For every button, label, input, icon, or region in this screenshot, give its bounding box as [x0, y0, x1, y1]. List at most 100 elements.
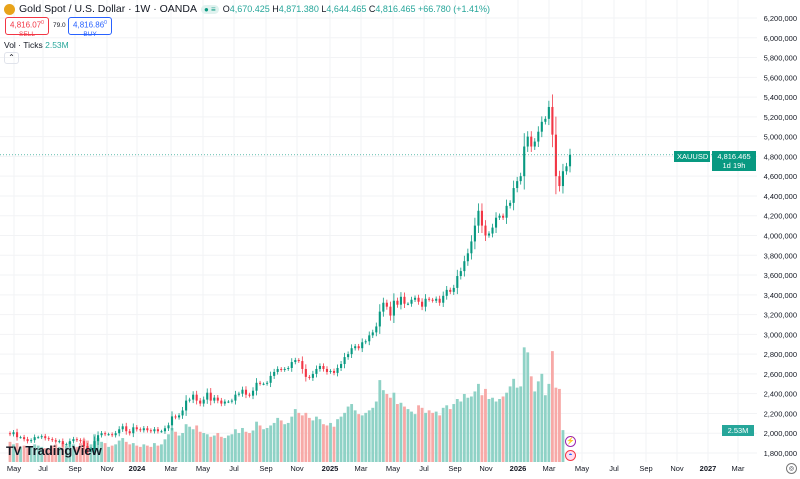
us-flag-event-icon[interactable]: ◓: [565, 450, 576, 461]
volume-bar: [399, 402, 403, 462]
volume-bar: [469, 396, 473, 462]
tradingview-logo[interactable]: TV TradingView: [6, 443, 102, 458]
volume-bar: [364, 412, 368, 462]
volume-bar: [427, 410, 431, 462]
volume-bar: [438, 415, 442, 462]
y-tick-label: 3,800,000: [764, 251, 797, 260]
volume-bar: [29, 446, 33, 462]
candle-body: [283, 368, 286, 370]
candle-body: [79, 440, 82, 442]
volume-bar: [501, 396, 505, 462]
volume-bar: [251, 430, 255, 462]
candle-body: [442, 295, 445, 303]
volume-bar: [279, 420, 283, 462]
candle-body: [142, 428, 145, 431]
volume-bar: [54, 444, 58, 462]
candle-body: [234, 394, 237, 401]
symbol-title[interactable]: Gold Spot / U.S. Dollar · 1W · OANDA: [19, 3, 197, 15]
buy-button[interactable]: 4,816.860 BUY: [68, 17, 112, 38]
volume-bar: [300, 415, 304, 462]
candle-body: [96, 435, 100, 442]
volume-bar: [339, 416, 343, 462]
candle-body: [544, 118, 547, 122]
candle-body: [287, 367, 290, 369]
candle-body: [526, 136, 529, 147]
collapse-legend-button[interactable]: ⌃: [4, 52, 19, 64]
volume-bar: [283, 424, 287, 462]
volume-bar: [311, 420, 315, 462]
volume-bar: [216, 433, 220, 462]
volume-bar: [209, 436, 213, 462]
candle-body: [406, 303, 410, 305]
volume-bar: [43, 448, 47, 462]
volume-bar: [406, 409, 410, 462]
y-tick-label: 3,200,000: [764, 311, 797, 320]
market-status-icon[interactable]: ● ≡: [200, 4, 219, 14]
volume-bar: [466, 397, 470, 462]
volume-bar: [543, 395, 547, 462]
candle-body: [304, 368, 307, 377]
volume-bar: [434, 411, 438, 462]
volume-bar: [145, 445, 149, 462]
candle-body: [178, 415, 181, 418]
candle-body: [301, 361, 304, 369]
volume-bar: [170, 427, 174, 462]
candle-body: [294, 360, 297, 363]
candle-body: [445, 289, 448, 296]
candle-body: [512, 188, 515, 203]
candle-body: [153, 429, 156, 432]
candle-body: [12, 432, 15, 435]
candle-body: [311, 373, 314, 378]
candle-body: [463, 261, 466, 272]
volume-bar: [68, 441, 72, 462]
volume-bar: [177, 435, 181, 462]
candle-body: [502, 215, 505, 218]
volume-bar: [343, 412, 346, 462]
x-tick-label: Jul: [229, 464, 239, 473]
volume-legend[interactable]: Vol · Ticks 2.53M: [4, 40, 69, 50]
candle-body: [413, 297, 417, 300]
candle-body: [322, 366, 325, 369]
volume-tag: 2.53M: [722, 425, 754, 436]
volume-bar: [230, 434, 234, 462]
candle-body: [375, 326, 378, 333]
lightning-event-icon[interactable]: ⚡: [565, 436, 576, 447]
symbol-header: Gold Spot / U.S. Dollar · 1W · OANDA ● ≡…: [4, 3, 490, 15]
volume-bar: [336, 419, 339, 462]
volume-bar: [255, 421, 258, 462]
volume-bar: [417, 405, 420, 462]
candle-body: [554, 134, 557, 177]
tradingview-logo-icon: TV: [6, 443, 22, 458]
volume-bar: [75, 446, 79, 462]
volume-bar: [234, 429, 237, 462]
x-tick-label: May: [575, 464, 589, 473]
volume-bar: [424, 412, 428, 462]
candle-body: [452, 287, 455, 292]
candle-body: [114, 433, 117, 436]
volume-bar: [128, 444, 132, 462]
candle-body: [431, 299, 434, 301]
candle-body: [276, 368, 279, 372]
candle-body: [297, 360, 300, 362]
spread-value: 79.0: [53, 22, 66, 29]
candle-body: [213, 397, 216, 401]
gold-symbol-icon: [4, 3, 15, 15]
candle-body: [61, 441, 64, 445]
candle-body: [33, 437, 36, 441]
candle-body: [480, 210, 484, 226]
candle-body: [44, 436, 47, 439]
volume-bar: [248, 433, 251, 462]
sell-button[interactable]: 4,816.070 SELL: [5, 17, 49, 38]
candle-body: [199, 400, 202, 404]
y-tick-label: 4,600,000: [764, 172, 797, 181]
y-tick-label: 4,400,000: [764, 192, 797, 201]
candle-body: [202, 399, 205, 404]
volume-bar: [167, 434, 170, 462]
candle-body: [466, 253, 469, 262]
candle-body: [354, 346, 357, 349]
x-tick-label: 2024: [129, 464, 147, 473]
candle-body: [19, 437, 22, 439]
y-tick-label: 5,400,000: [764, 93, 797, 102]
settings-icon[interactable]: ◎: [786, 463, 797, 474]
